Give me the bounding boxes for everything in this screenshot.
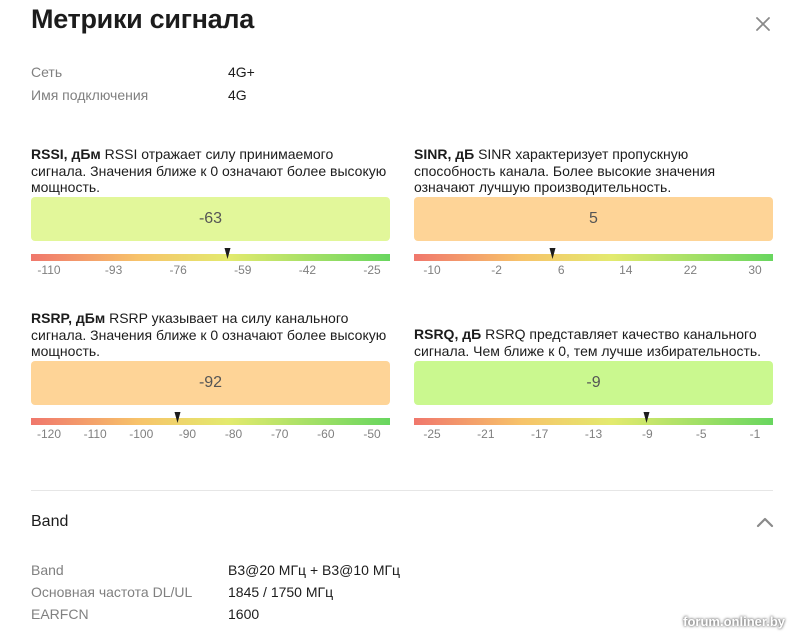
section-divider [31, 490, 773, 491]
tick-label: -90 [178, 427, 197, 441]
gradient-bar [414, 254, 773, 261]
tick-label: 6 [557, 263, 565, 277]
tick-label: -25 [363, 263, 381, 277]
metric-scale: -25 -21 -17 -13 -9 -5 -1 [414, 412, 773, 448]
gradient-bar [414, 418, 773, 425]
metric-value-box: -92 [31, 361, 390, 405]
metric-description: SINR характеризует пропускную способност… [414, 146, 716, 195]
gradient-bar [31, 418, 390, 425]
gradient-bar [31, 254, 390, 261]
metric-description: RSRQ представляет качество канального си… [414, 326, 762, 359]
tick-label: -17 [530, 427, 549, 441]
metric-description: RSSI отражает силу принимаемого сигнала.… [31, 146, 387, 195]
close-icon[interactable] [753, 14, 773, 34]
tick-label: -60 [317, 427, 335, 441]
tick-label: -93 [104, 263, 123, 277]
connection-name-label: Имя подключения [31, 87, 149, 103]
network-value: 4G+ [228, 64, 255, 80]
watermark: forum.onliner.by [683, 614, 785, 629]
frequency-label: Основная частота DL/UL [31, 584, 193, 600]
tick-label: 22 [683, 263, 698, 277]
metric-scale: -110 -93 -76 -59 -42 -25 [31, 248, 390, 284]
tick-label: -80 [224, 427, 243, 441]
tick-label: -5 [695, 427, 707, 441]
connection-name-value: 4G [228, 87, 247, 103]
marker-icon [643, 412, 650, 423]
tick-labels: -110 -93 -76 -59 -42 -25 [31, 263, 390, 277]
tick-label: -110 [37, 263, 61, 277]
tick-label: -21 [477, 427, 495, 441]
tick-label: -100 [129, 427, 154, 441]
tick-label: 14 [619, 263, 633, 277]
tick-labels: -120 -110 -100 -90 -80 -70 -60 -50 [31, 427, 390, 441]
tick-label: -120 [36, 427, 62, 441]
page-title: Метрики сигнала [31, 4, 254, 34]
metric-value-box: -63 [31, 197, 390, 241]
tick-label: -2 [491, 263, 502, 277]
metric-value-box: -9 [414, 361, 773, 405]
metric-sinr: SINR, дБ SINR характеризует пропускную с… [414, 146, 773, 284]
tick-label: -13 [584, 427, 603, 441]
chevron-up-icon[interactable] [756, 515, 774, 529]
tick-label: -1 [749, 427, 761, 441]
tick-label: -25 [423, 427, 441, 441]
tick-label: -50 [363, 427, 381, 441]
metric-rssi: RSSI, дБм RSSI отражает силу принимаемог… [31, 146, 390, 284]
frequency-value: 1845 / 1750 МГц [228, 584, 334, 600]
metric-scale: -120 -110 -100 -90 -80 -70 -60 -50 [31, 412, 390, 448]
metric-name: RSRP, дБм [31, 310, 106, 326]
band-section-title[interactable]: Band [31, 513, 69, 530]
earfcn-label: EARFCN [31, 606, 89, 622]
marker-icon [549, 248, 556, 259]
tick-label: -10 [423, 263, 441, 277]
metric-description: RSRP указывает на силу канального сигнал… [31, 310, 387, 359]
metric-name: SINR, дБ [414, 146, 475, 162]
band-label: Band [31, 562, 64, 578]
tick-label: -110 [83, 427, 107, 441]
marker-icon [174, 412, 181, 423]
earfcn-value: 1600 [228, 606, 260, 622]
metric-name: RSRQ, дБ [414, 326, 482, 342]
tick-labels: -10 -2 6 14 22 30 [414, 263, 773, 277]
marker-icon [224, 248, 231, 259]
tick-label: 30 [748, 263, 762, 277]
metric-rsrp: RSRP, дБм RSRP указывает на силу канальн… [31, 310, 390, 448]
metric-rsrq: RSRQ, дБ RSRQ представляет качество кана… [414, 310, 773, 448]
band-value: B3@20 МГц + B3@10 МГц [228, 562, 401, 578]
metric-name: RSSI, дБм [31, 146, 101, 162]
tick-label: -9 [641, 427, 653, 441]
tick-labels: -25 -21 -17 -13 -9 -5 -1 [414, 427, 773, 441]
tick-label: -70 [271, 427, 289, 441]
metric-scale: -10 -2 6 14 22 30 [414, 248, 773, 284]
tick-label: -59 [234, 263, 252, 277]
network-label: Сеть [31, 64, 63, 80]
metric-value-box: 5 [414, 197, 773, 241]
tick-label: -76 [169, 263, 187, 277]
tick-label: -42 [298, 263, 317, 277]
